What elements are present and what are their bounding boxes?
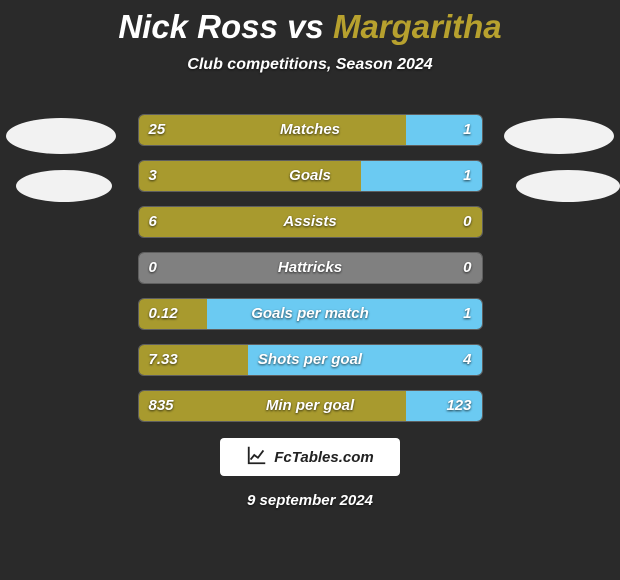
stat-row: 31Goals bbox=[138, 160, 483, 192]
bar-left bbox=[139, 391, 407, 421]
bar-right bbox=[406, 115, 481, 145]
chart-icon bbox=[246, 444, 268, 470]
avatar-right-1 bbox=[504, 118, 614, 154]
avatar-left-2 bbox=[16, 170, 112, 202]
stat-row: 7.334Shots per goal bbox=[138, 344, 483, 376]
date-text: 9 september 2024 bbox=[0, 492, 620, 509]
brand-badge: FcTables.com bbox=[220, 438, 400, 476]
bar-left bbox=[139, 161, 362, 191]
page-title: Nick Ross vs Margaritha bbox=[0, 0, 620, 46]
stat-row: 0.121Goals per match bbox=[138, 298, 483, 330]
bar-neutral bbox=[139, 253, 482, 283]
avatar-left-1 bbox=[6, 118, 116, 154]
bar-left bbox=[139, 345, 249, 375]
player1-name: Nick Ross bbox=[118, 8, 278, 45]
bar-right bbox=[406, 391, 481, 421]
bar-left bbox=[139, 207, 482, 237]
bar-right bbox=[361, 161, 481, 191]
vs-text: vs bbox=[287, 8, 324, 45]
stat-row: 00Hattricks bbox=[138, 252, 483, 284]
bar-left bbox=[139, 299, 208, 329]
brand-text: FcTables.com bbox=[274, 449, 373, 466]
avatar-right-2 bbox=[516, 170, 620, 202]
subtitle: Club competitions, Season 2024 bbox=[0, 56, 620, 74]
stat-row: 251Matches bbox=[138, 114, 483, 146]
bar-right bbox=[207, 299, 481, 329]
player2-name: Margaritha bbox=[333, 8, 502, 45]
stat-row: 835123Min per goal bbox=[138, 390, 483, 422]
bar-left bbox=[139, 115, 407, 145]
bar-right bbox=[248, 345, 481, 375]
stat-row: 60Assists bbox=[138, 206, 483, 238]
comparison-rows: 251Matches 31Goals 60Assists 00Hattricks 0.1… bbox=[138, 114, 483, 422]
